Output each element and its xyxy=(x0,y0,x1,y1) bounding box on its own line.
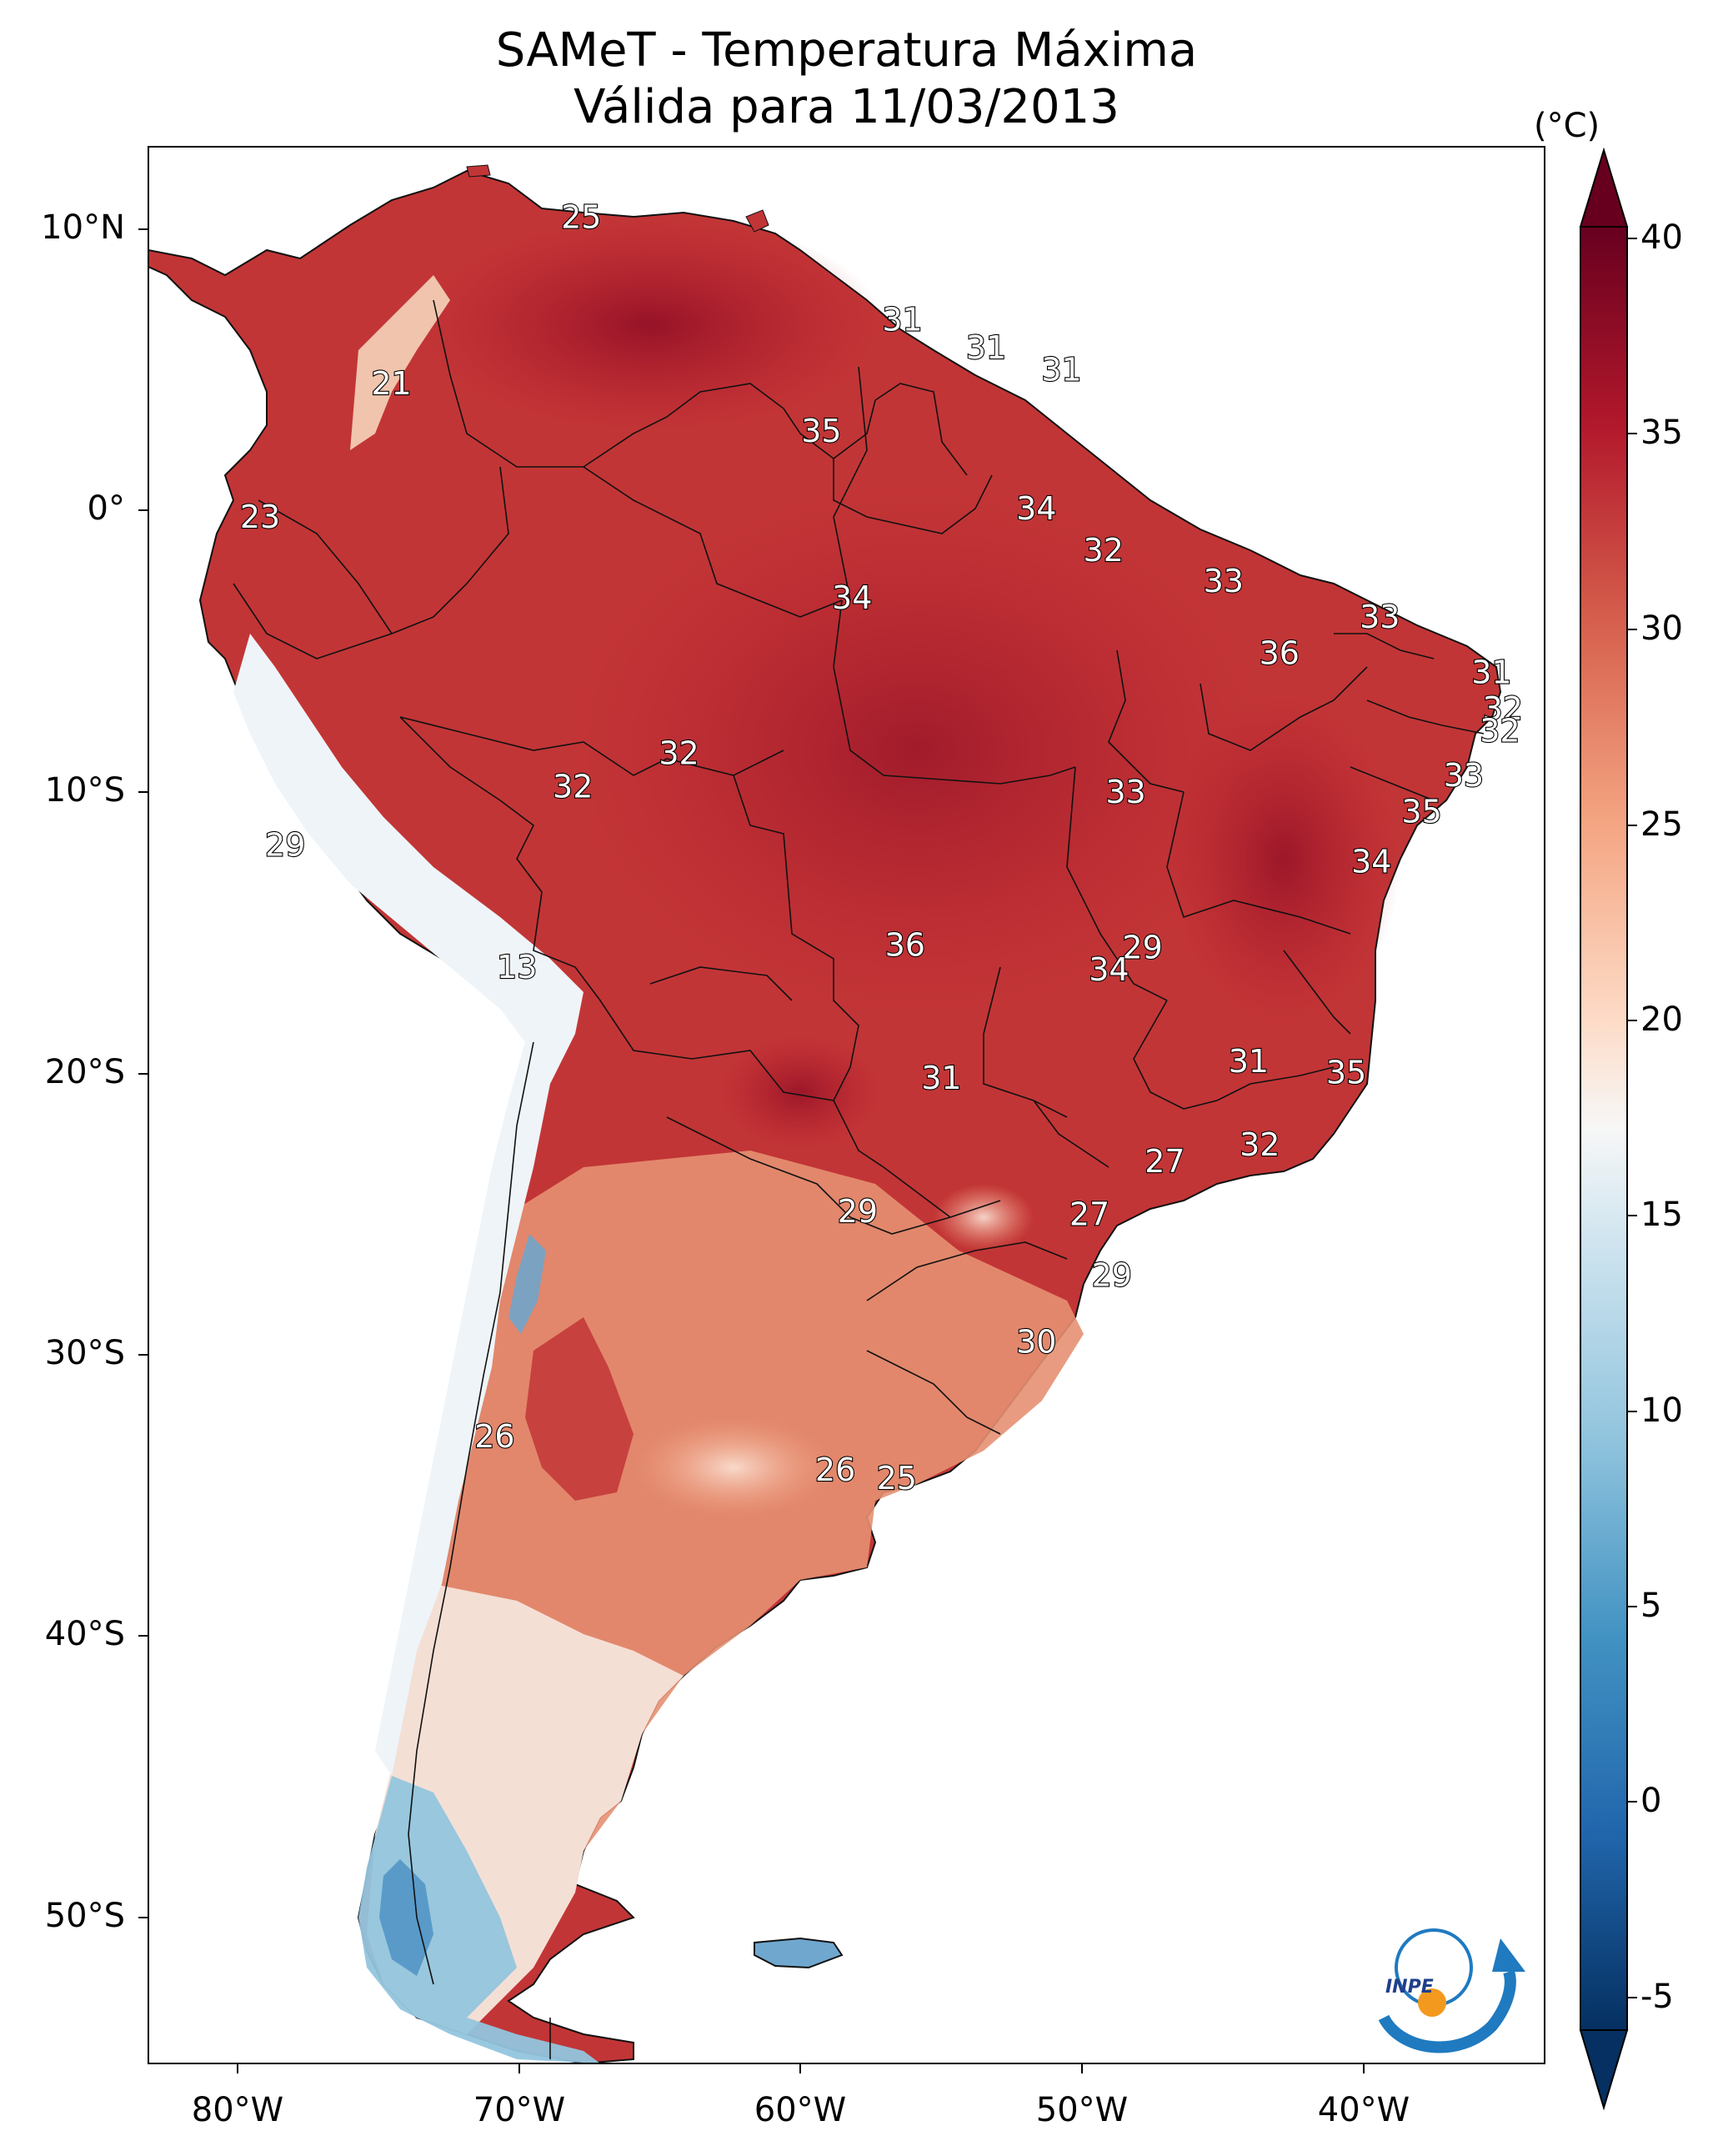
lon-tick-label: 70°W xyxy=(473,2091,566,2129)
hot-area-north xyxy=(417,217,884,434)
station-value-label: 31 xyxy=(882,302,922,338)
station-value-label: 32 xyxy=(553,768,593,805)
andes-cold-strip xyxy=(233,634,584,1776)
station-value-label: 31 xyxy=(966,329,1006,366)
station-value-label: 33 xyxy=(1105,774,1145,810)
station-value-label: 34 xyxy=(832,579,872,616)
logo-swoosh xyxy=(1378,1969,1516,2053)
colorbar xyxy=(1579,147,1637,2111)
country-borders xyxy=(233,299,1485,2059)
chart-title-line2: Válida para 11/03/2013 xyxy=(573,80,1119,134)
lon-tick-label: 80°W xyxy=(191,2091,284,2129)
station-value-label: 31 xyxy=(1229,1043,1269,1080)
colorbar-tick-label: 0 xyxy=(1640,1782,1662,1820)
station-value-label: 32 xyxy=(1483,690,1523,727)
station-value-label: 33 xyxy=(1360,599,1400,635)
station-value-label: 35 xyxy=(1326,1055,1366,1091)
colorbar-max-arrow xyxy=(1579,147,1629,228)
station-value-label: 29 xyxy=(1092,1257,1132,1294)
station-value-label: 36 xyxy=(885,926,925,963)
colorbar-min-arrow xyxy=(1579,2029,1629,2111)
station-value-label: 32 xyxy=(1480,713,1520,750)
colorbar-tick-label: -5 xyxy=(1640,1978,1674,2016)
station-value-label: 32 xyxy=(659,735,699,771)
lon-tick-label: 60°W xyxy=(754,2091,847,2129)
lat-tick-label: 10°S xyxy=(44,771,125,810)
station-value-label: 25 xyxy=(561,198,601,235)
colorbar-tick-label: 40 xyxy=(1640,218,1683,257)
warm-core-cuyo xyxy=(525,1317,634,1501)
colorbar-unit: (°C) xyxy=(1534,107,1600,145)
station-value-label: 27 xyxy=(1144,1143,1185,1180)
lon-tick-label: 40°W xyxy=(1317,2091,1410,2129)
station-value-label: 26 xyxy=(815,1452,855,1488)
lat-tick-label: 20°S xyxy=(44,1053,125,1091)
andes-north-cool xyxy=(350,275,450,450)
colorbar-bar xyxy=(1580,226,1628,2031)
station-value-label: 32 xyxy=(1084,532,1124,569)
patagonia-cold-core xyxy=(379,1859,433,1976)
station-value-label: 26 xyxy=(474,1418,514,1455)
logo-text: INPE xyxy=(1385,1977,1434,1998)
patagonia-cold xyxy=(358,1776,600,2063)
caribbean-islands xyxy=(466,164,769,233)
lat-tick-label: 40°S xyxy=(44,1615,125,1653)
station-value-label: 32 xyxy=(1240,1126,1280,1163)
station-value-label: 13 xyxy=(497,949,537,985)
station-value-label: 34 xyxy=(1089,951,1129,988)
station-value-label: 30 xyxy=(1016,1324,1056,1361)
chart-title-line1: SAMeT - Temperatura Máxima xyxy=(495,23,1198,78)
colorbar-tick-label: 35 xyxy=(1640,414,1683,452)
station-value-label: 25 xyxy=(877,1460,917,1497)
station-value-label: 29 xyxy=(838,1193,878,1230)
lon-tick-label: 50°W xyxy=(1035,2091,1129,2129)
hot-area-chaco xyxy=(717,1034,884,1151)
station-value-label: 21 xyxy=(371,365,411,402)
cool-area-pampas xyxy=(634,1417,834,1517)
colorbar-tick-label: 15 xyxy=(1640,1196,1683,1234)
falkland-islands xyxy=(754,1937,844,1969)
station-value-label: 35 xyxy=(1401,793,1441,830)
station-value-label: 29 xyxy=(265,826,305,863)
colorbar-tick-label: 25 xyxy=(1640,805,1683,844)
hot-area-central xyxy=(567,484,1267,1017)
cool-area-parana xyxy=(934,1184,1034,1251)
lat-tick-label: 10°N xyxy=(41,208,125,247)
station-value-label: 34 xyxy=(1016,490,1056,527)
station-value-label: 34 xyxy=(1351,843,1391,880)
colorbar-tick-label: 5 xyxy=(1640,1587,1662,1625)
station-value-label: 31 xyxy=(1471,654,1511,691)
axes-border xyxy=(148,146,1545,2064)
logo-arrow xyxy=(1492,1938,1525,1972)
station-value-label: 36 xyxy=(1260,634,1300,671)
station-value-label: 27 xyxy=(1069,1196,1109,1232)
lon-ticks xyxy=(237,2063,1365,2073)
station-value-label: 29 xyxy=(1122,930,1162,966)
colorbar-tick-label: 10 xyxy=(1640,1391,1683,1430)
station-value-label: 33 xyxy=(1444,757,1484,794)
station-value-label: 23 xyxy=(240,499,280,535)
lat-tick-label: 50°S xyxy=(44,1897,125,1935)
colorbar-tick-label: 20 xyxy=(1640,1000,1683,1039)
hot-area-northeast xyxy=(1167,692,1400,1025)
inpe-logo: INPE xyxy=(1378,1928,1525,2053)
andes-cold-core xyxy=(508,1234,546,1334)
station-value-label: 33 xyxy=(1204,563,1244,599)
logo-sun xyxy=(1418,1988,1446,2017)
lat-ticks xyxy=(138,228,148,1918)
station-value-label: 31 xyxy=(1041,352,1081,389)
lat-tick-label: 0° xyxy=(87,489,125,528)
station-value-label: 35 xyxy=(801,413,841,449)
lat-tick-label: 30°S xyxy=(44,1334,125,1372)
colorbar-tick-label: 30 xyxy=(1640,609,1683,648)
station-value-label: 31 xyxy=(921,1060,961,1096)
